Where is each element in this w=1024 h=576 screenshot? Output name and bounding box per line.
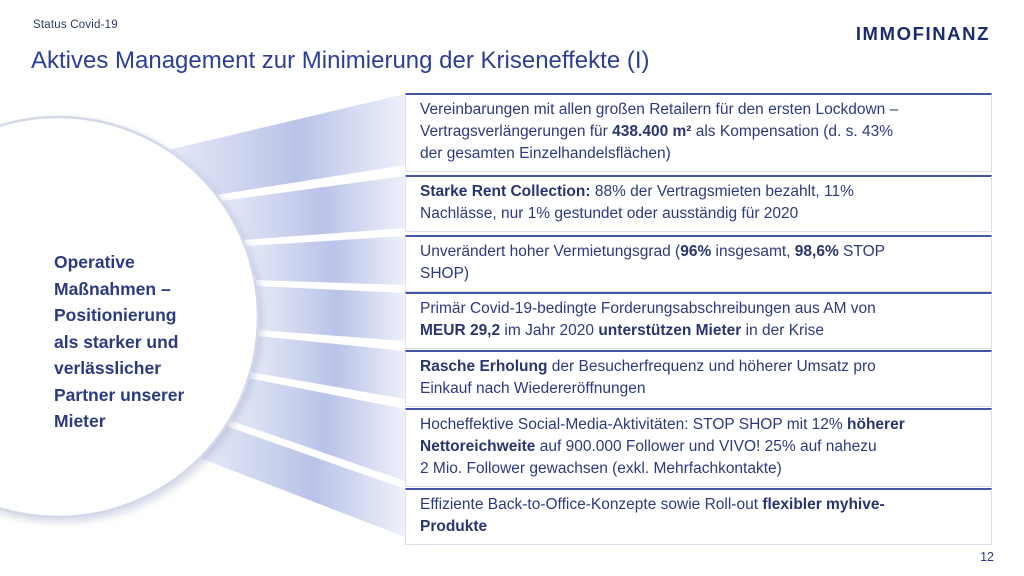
- focus-circle: [0, 115, 260, 519]
- bubble-label: Operative Maßnahmen – Positionierung als st…: [54, 252, 185, 431]
- info-box-writeoffs: Primär Covid-19-bedingte Forderungsabsch…: [405, 292, 992, 349]
- beam-2: [221, 176, 405, 240]
- info-box-back-to-office: Effiziente Back-to-Office-Konzepte sowie…: [405, 488, 992, 545]
- beam-6: [229, 378, 405, 481]
- beam-3: [245, 236, 405, 285]
- info-box-social-media: Hocheffektive Social-Media-Aktivitäten: …: [405, 408, 992, 487]
- beams: [168, 94, 405, 537]
- beam-5: [250, 336, 405, 399]
- slide-title: Aktives Management zur Minimierung der K…: [31, 47, 650, 74]
- info-box-recovery: Rasche Erholung der Besucherfrequenz und…: [405, 350, 992, 407]
- info-box-occupancy: Unverändert hoher Vermietungsgrad (96% i…: [405, 235, 992, 292]
- beam-4: [256, 286, 405, 341]
- slide-eyebrow: Status Covid-19: [33, 19, 118, 31]
- info-box-rent-collection: Starke Rent Collection: 88% der Vertrags…: [405, 175, 992, 232]
- page-number: 12: [980, 550, 994, 564]
- beam-1: [168, 94, 405, 195]
- beam-7: [200, 426, 405, 537]
- info-box-retailer-agreements: Vereinbarungen mit allen großen Retailer…: [405, 93, 992, 172]
- company-logo: IMMOFINANZ: [855, 23, 990, 44]
